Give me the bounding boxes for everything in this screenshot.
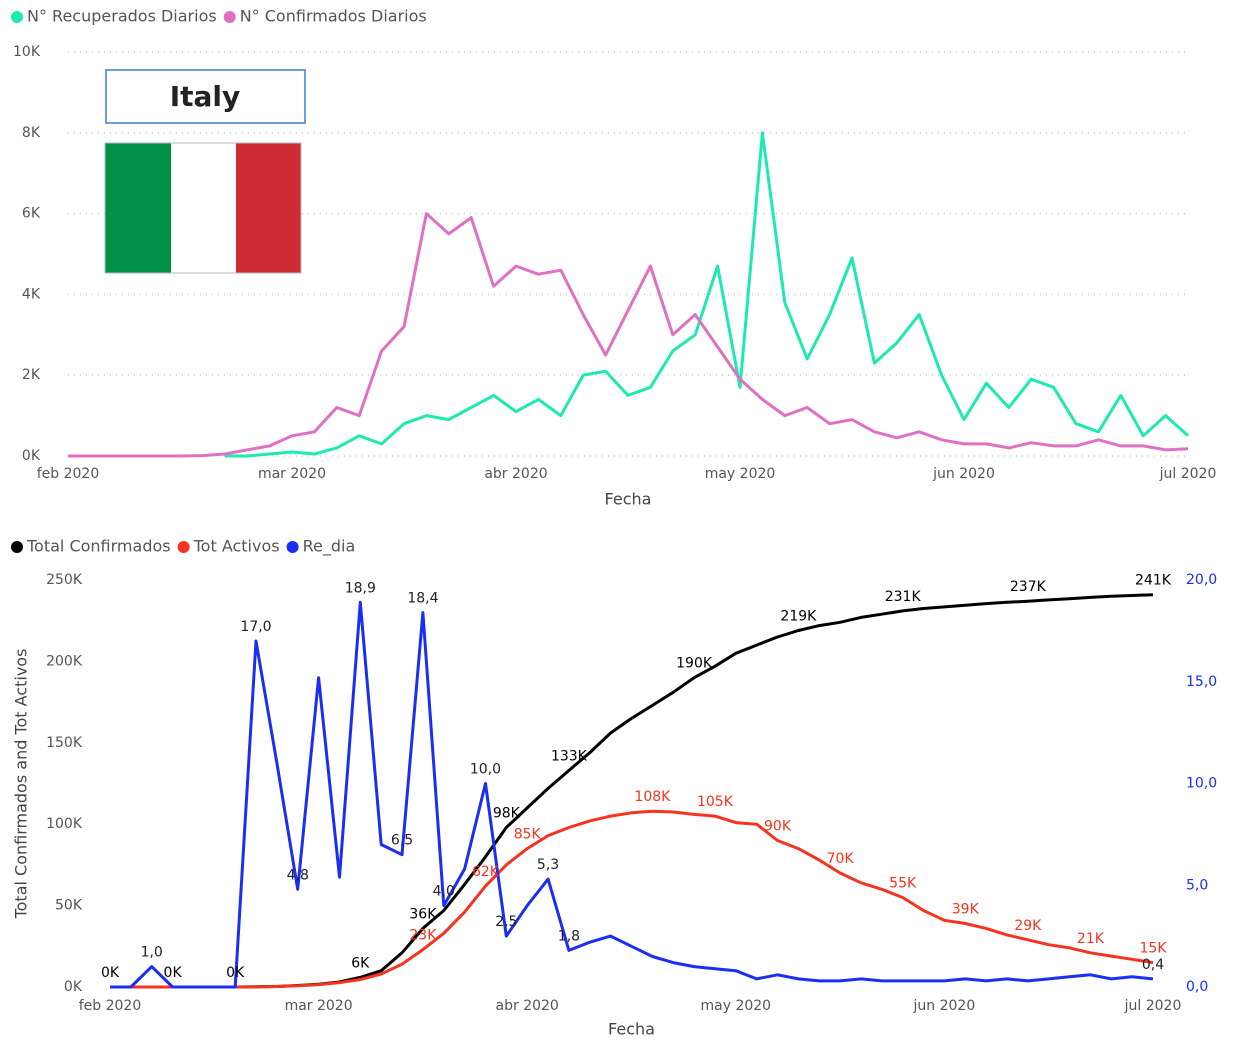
x-tick-label: mar 2020 — [258, 466, 326, 482]
country-name: Italy — [170, 80, 241, 113]
data-label: 15K — [1140, 941, 1168, 957]
data-label: 1,8 — [558, 928, 580, 944]
y2-tick-label: 5,0 — [1186, 877, 1208, 893]
data-label: 190K — [676, 656, 713, 672]
legend-label: N° Confirmados Diarios — [240, 7, 427, 26]
x-tick-label: feb 2020 — [37, 466, 100, 482]
data-label: 85K — [514, 827, 542, 843]
data-label: 241K — [1135, 573, 1172, 589]
x-tick-label: jul 2020 — [1159, 466, 1217, 482]
x-axis-title: Fecha — [605, 490, 652, 509]
data-label: 36K — [409, 906, 437, 922]
y-tick-label: 100K — [46, 816, 83, 832]
flag-white — [171, 143, 236, 273]
data-label: 219K — [780, 608, 817, 624]
data-label: 23K — [409, 928, 437, 944]
x-tick-label: jun 2020 — [913, 998, 976, 1014]
data-label: 29K — [1014, 918, 1042, 934]
data-label: 0K — [101, 965, 120, 981]
data-label: 6,5 — [391, 833, 413, 849]
y2-tick-label: 15,0 — [1186, 674, 1217, 690]
data-label: 18,9 — [345, 580, 376, 596]
series-line — [110, 600, 1154, 989]
data-label: 39K — [952, 902, 980, 918]
data-label: 2,5 — [495, 914, 517, 930]
legend-marker — [11, 11, 23, 23]
legend-marker — [177, 541, 190, 553]
x-axis-title: Fecha — [608, 1020, 655, 1039]
data-label: 0K — [226, 965, 245, 981]
data-label: 1,0 — [141, 945, 163, 961]
data-label: 55K — [889, 875, 917, 891]
y-tick-label: 250K — [46, 572, 83, 588]
legend-label: Total Confirmados — [26, 537, 171, 556]
x-tick-label: jun 2020 — [932, 466, 995, 482]
y-axis-title: Total Confirmados and Tot Activos — [12, 649, 31, 920]
x-tick-label: may 2020 — [701, 998, 772, 1014]
y-tick-label: 150K — [46, 735, 83, 751]
flag-red — [236, 143, 301, 273]
data-label: 5,3 — [537, 857, 559, 873]
x-tick-label: jul 2020 — [1124, 998, 1182, 1014]
series-line — [224, 131, 1190, 458]
data-label: 90K — [764, 818, 792, 834]
data-label: 0K — [164, 965, 183, 981]
y-tick-label: 2K — [22, 367, 41, 383]
legend-label: N° Recuperados Diarios — [27, 7, 217, 26]
x-tick-label: abr 2020 — [496, 998, 559, 1014]
data-label: 105K — [697, 794, 734, 810]
data-label: 98K — [493, 805, 521, 821]
data-label: 10,0 — [470, 762, 501, 778]
y-tick-label: 8K — [22, 125, 41, 141]
x-tick-label: may 2020 — [705, 466, 776, 482]
y2-tick-label: 10,0 — [1186, 776, 1217, 792]
country-box — [105, 69, 306, 124]
y-tick-label: 6K — [22, 206, 41, 222]
data-label: 6K — [351, 955, 370, 971]
country-panel: Italy — [104, 69, 306, 274]
data-label: 4,0 — [433, 884, 455, 900]
y2-tick-label: 0,0 — [1186, 979, 1208, 995]
flag-border — [104, 142, 302, 274]
data-label: 133K — [551, 748, 588, 764]
series-line — [68, 212, 1189, 458]
y-tick-label: 0K — [22, 448, 41, 464]
data-label: 62K — [472, 864, 500, 880]
legend-label: Tot Activos — [193, 537, 280, 556]
series-line — [110, 593, 1154, 989]
y-tick-label: 50K — [55, 898, 83, 914]
y-tick-label: 200K — [46, 653, 83, 669]
x-tick-label: abr 2020 — [484, 466, 547, 482]
legend-marker — [286, 541, 299, 553]
x-tick-label: mar 2020 — [285, 998, 353, 1014]
y-tick-label: 0K — [64, 979, 83, 995]
y2-tick-label: 20,0 — [1186, 572, 1217, 588]
series-line — [110, 809, 1154, 989]
y-tick-label: 4K — [22, 286, 41, 302]
data-label: 0,4 — [1142, 957, 1164, 973]
data-label: 231K — [885, 589, 922, 605]
data-label: 4,8 — [287, 867, 309, 883]
data-label: 108K — [634, 789, 671, 805]
legend-label: Re_dia — [303, 537, 356, 557]
legend-marker — [11, 541, 23, 553]
flag-green — [105, 143, 171, 273]
legend-marker — [223, 11, 236, 23]
y-tick-label: 10K — [13, 44, 41, 60]
data-label: 17,0 — [240, 619, 271, 635]
data-label: 70K — [827, 851, 855, 867]
data-label: 237K — [1010, 579, 1047, 595]
data-label: 21K — [1077, 931, 1105, 947]
data-label: 18,4 — [407, 591, 438, 607]
x-tick-label: feb 2020 — [79, 998, 142, 1014]
